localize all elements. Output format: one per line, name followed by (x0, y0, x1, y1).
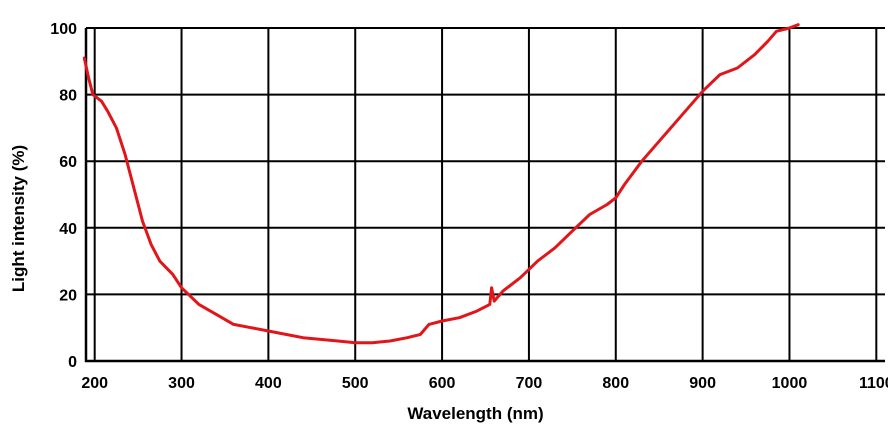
x-axis-label: Wavelength (nm) (407, 404, 543, 423)
gridlines (86, 27, 885, 362)
y-tick-label: 40 (59, 221, 77, 238)
y-tick-label: 80 (59, 88, 77, 105)
y-axis-label: Light intensity (%) (9, 145, 28, 292)
y-tick-label: 60 (59, 154, 77, 171)
x-tick-label: 800 (602, 375, 629, 392)
x-tick-label: 700 (516, 375, 543, 392)
y-tick-label: 100 (50, 21, 77, 38)
y-tick-label: 20 (59, 287, 77, 304)
x-tick-label: 500 (342, 375, 369, 392)
x-tick-label: 600 (429, 375, 456, 392)
series-layer (82, 23, 800, 345)
series-line (82, 23, 800, 345)
x-tick-label: 300 (168, 375, 195, 392)
x-tick-label: 200 (81, 375, 108, 392)
x-tick-label: 400 (255, 375, 282, 392)
x-tick-label: 1000 (772, 375, 808, 392)
axes (84, 28, 885, 363)
x-tick-label: 900 (689, 375, 716, 392)
y-tick-label: 0 (68, 354, 77, 371)
